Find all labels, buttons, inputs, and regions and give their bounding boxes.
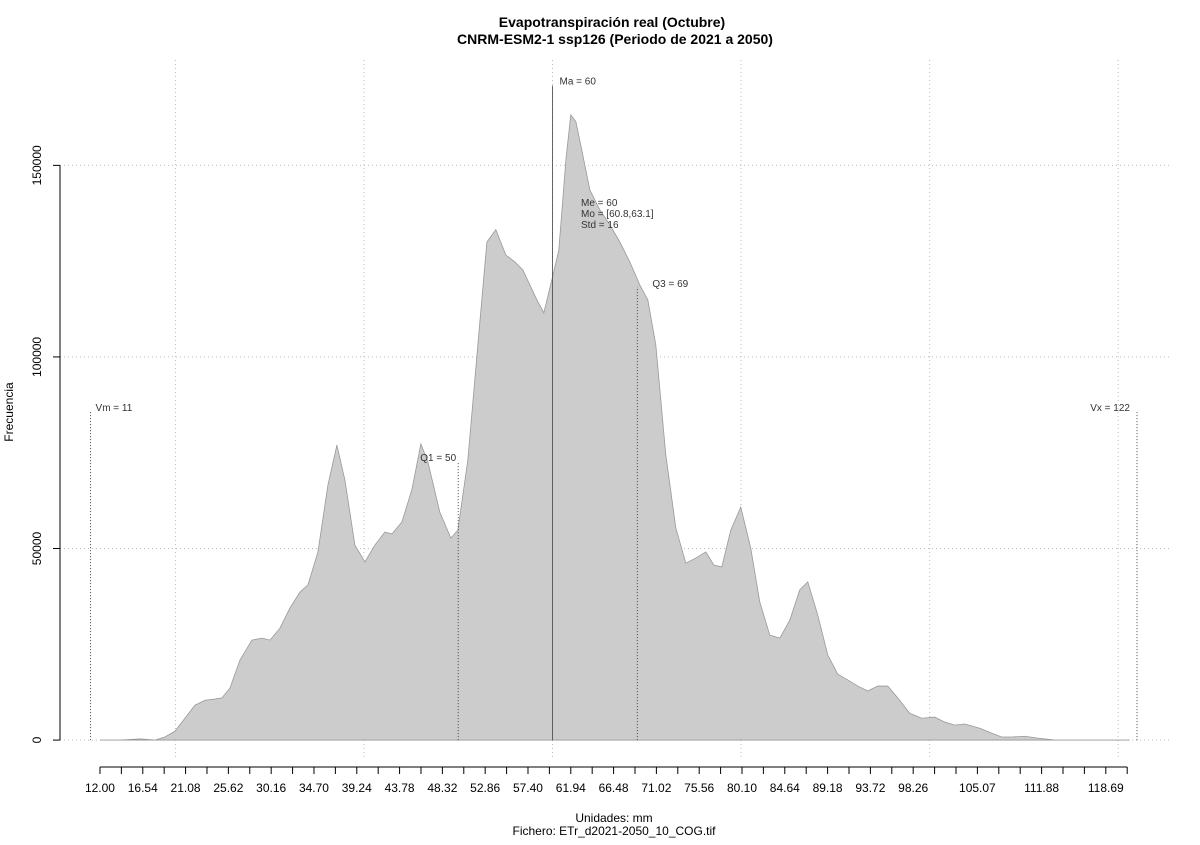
y-axis-label: Frecuencia [2,382,16,442]
stat-label: Q3 = 69 [652,279,688,290]
x-tick-label: 16.54 [128,781,158,795]
x-tick-label: 30.16 [256,781,286,795]
x-tick-label: 105.07 [959,781,996,795]
stat-label: Vx = 122 [1090,403,1130,414]
x-tick-label: 75.56 [684,781,714,795]
y-tick-label: 150000 [30,145,44,185]
x-tick-label: 48.32 [427,781,457,795]
x-tick-label: 98.26 [898,781,928,795]
stats-text: Std = 16 [581,220,619,231]
y-tick-label: 0 [30,736,44,743]
stat-label: Q1 = 50 [420,453,456,464]
x-tick-label: 61.94 [556,781,586,795]
x-tick-label: 118.69 [1088,781,1124,795]
x-tick-label: 34.70 [299,781,329,795]
stats-text: Mo = [60.8,63.1] [581,209,654,220]
x-tick-label: 43.78 [385,781,415,795]
x-tick-label: 84.64 [770,781,800,795]
chart-title: Evapotranspiración real (Octubre) [499,14,725,30]
stat-label: Vm = 11 [96,403,133,414]
area [99,113,1130,741]
x-tick-label: 71.02 [641,781,671,795]
x-tick-label: 52.86 [470,781,500,795]
stats-text: Me = 60 [581,198,618,209]
x-tick-label: 57.40 [513,781,543,795]
x-tick-label: 21.08 [171,781,201,795]
x-tick-label: 66.48 [599,781,629,795]
chart-subtitle: CNRM-ESM2-1 ssp126 (Periodo de 2021 a 20… [457,31,773,47]
caption: Fichero: ETr_d2021-2050_10_COG.tif [513,824,717,838]
x-tick-label: 93.72 [855,781,885,795]
x-tick-label: 12.00 [85,781,115,795]
x-tick-label: 111.88 [1024,781,1059,795]
y-tick-label: 100000 [30,337,44,377]
y-tick-label: 50000 [30,531,44,565]
x-tick-label: 89.18 [813,781,843,795]
stat-label: Ma = 60 [559,77,596,88]
x-tick-label: 80.10 [727,781,757,795]
x-axis-label: Unidades: mm [575,811,652,825]
x-tick-label: 39.24 [342,781,372,795]
x-tick-label: 25.62 [213,781,243,795]
